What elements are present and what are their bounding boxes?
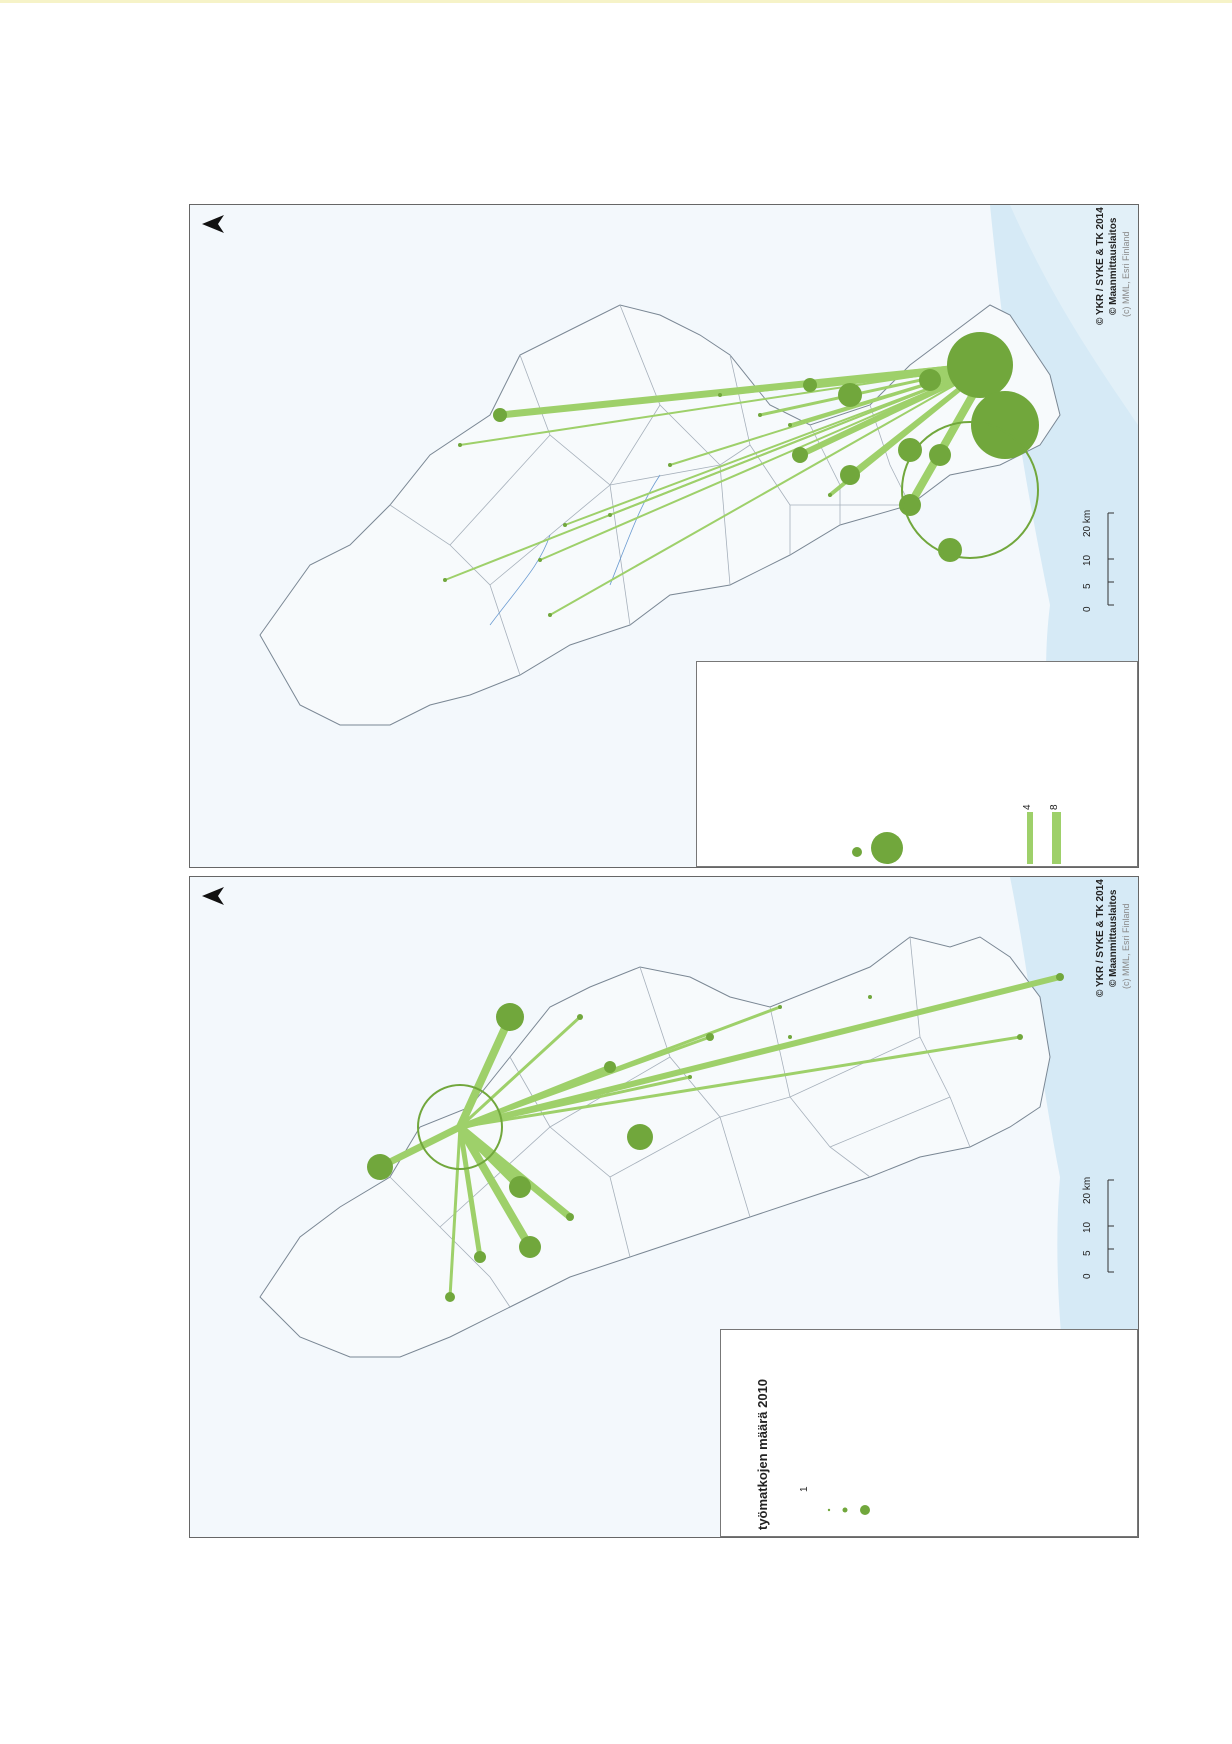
origin-ring bbox=[417, 1084, 503, 1170]
page-top-line bbox=[0, 0, 1232, 3]
credit-line-3: (c) MML, Esri Finland bbox=[1121, 231, 1131, 317]
destination-points bbox=[443, 332, 1013, 617]
credit-line-1: © YKR / SYKE & TK 2014 bbox=[1095, 207, 1106, 325]
scale-tick-20: 20 km bbox=[1082, 509, 1093, 537]
scale-tick-5: 5 bbox=[1082, 1250, 1093, 1256]
origin-ring bbox=[901, 421, 1039, 559]
map-bottom-svg bbox=[259, 877, 1138, 1537]
legend-top-symbols bbox=[852, 812, 1061, 864]
scale-tick-10: 10 bbox=[1082, 554, 1093, 566]
credit-line-2: © Maanmittauslaitos bbox=[1108, 217, 1119, 315]
legend-bottom-symbols bbox=[827, 1505, 870, 1515]
scale-tick-20: 20 km bbox=[1082, 1176, 1093, 1204]
scale-tick-10: 10 bbox=[1082, 1221, 1093, 1233]
scalebar bbox=[1107, 512, 1114, 606]
scale-tick-0: 0 bbox=[1082, 1273, 1093, 1279]
rivers bbox=[489, 474, 661, 626]
credit-line-3: (c) MML, Esri Finland bbox=[1121, 903, 1131, 989]
credit-line-2: © Maanmittauslaitos bbox=[1108, 889, 1119, 987]
map-panel-bottom: © YKR / SYKE & TK 2014 © Maanmittauslait… bbox=[189, 876, 1139, 1538]
scalebar bbox=[1107, 1179, 1114, 1273]
north-arrow-icon bbox=[202, 887, 224, 905]
north-arrow bbox=[198, 209, 228, 244]
region-outline bbox=[259, 936, 1051, 1358]
legend-bottom: työmatkojen määrä 2010 1 bbox=[720, 1329, 1138, 1537]
scale-tick-0: 0 bbox=[1082, 606, 1093, 612]
north-arrow-icon bbox=[202, 215, 224, 233]
destination-points bbox=[367, 973, 1064, 1302]
legend-top: 4 8 bbox=[696, 661, 1138, 867]
map-panel-top: © YKR / SYKE & TK 2014 © Maanmittauslait… bbox=[189, 204, 1139, 868]
credit-line-1: © YKR / SYKE & TK 2014 bbox=[1095, 879, 1106, 997]
scale-tick-5: 5 bbox=[1082, 583, 1093, 589]
origin-large-circle bbox=[971, 391, 1039, 459]
region-outline bbox=[259, 304, 1061, 726]
municipality-borders bbox=[389, 304, 911, 676]
municipality-borders bbox=[389, 936, 971, 1308]
legend-line-label-8: 8 bbox=[1049, 804, 1060, 810]
north-arrow bbox=[198, 881, 228, 916]
legend-line-label-4: 4 bbox=[1022, 804, 1033, 810]
